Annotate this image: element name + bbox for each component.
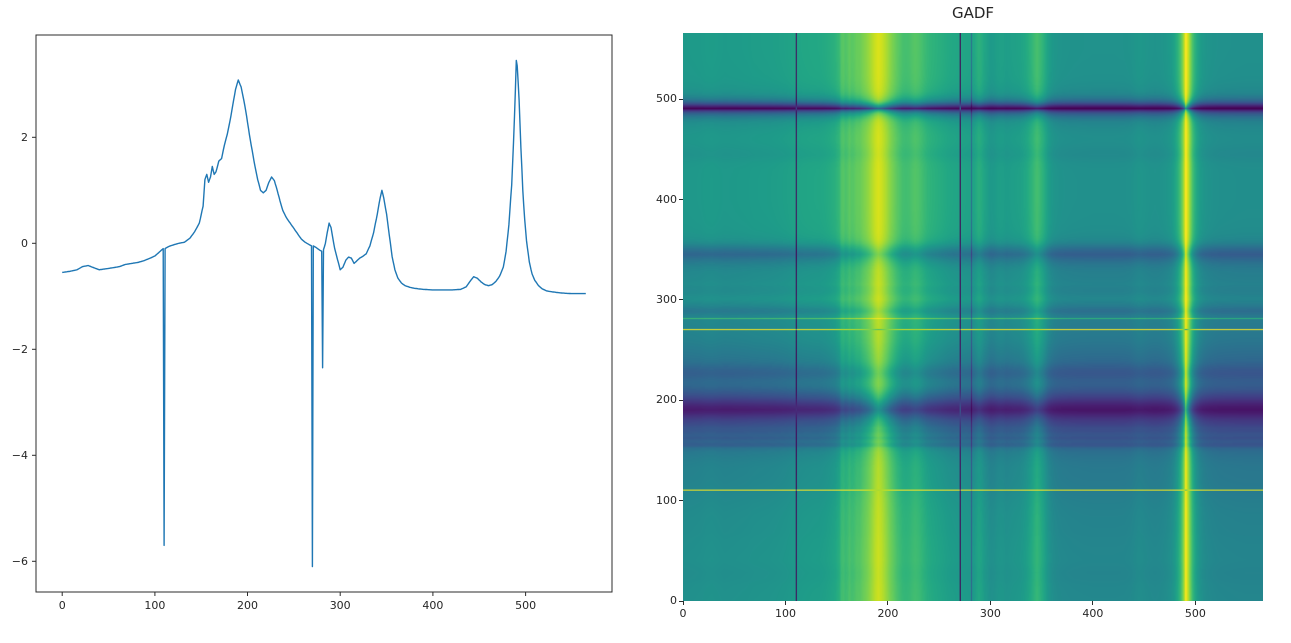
tick-label: 0 bbox=[679, 607, 687, 620]
tick-label: 300 bbox=[979, 607, 1001, 620]
svg-text:−4: −4 bbox=[12, 449, 28, 462]
tick-mark bbox=[1194, 601, 1196, 605]
svg-text:−2: −2 bbox=[12, 343, 28, 356]
tick-label: 300 bbox=[656, 292, 677, 306]
gadf-title: GADF bbox=[951, 4, 995, 22]
line-chart: 0 100 200 300 400 500 2 0 −2 −4 −6 bbox=[12, 34, 613, 612]
tick-mark bbox=[989, 601, 991, 605]
svg-text:0: 0 bbox=[59, 599, 66, 612]
line-plot-panel: 0 100 200 300 400 500 2 0 −2 −4 −6 bbox=[0, 0, 645, 643]
svg-text:500: 500 bbox=[515, 599, 536, 612]
tick-label: 500 bbox=[1184, 607, 1206, 620]
tick-label: 200 bbox=[877, 607, 899, 620]
tick-mark bbox=[887, 601, 889, 605]
tick-label: 100 bbox=[774, 607, 796, 620]
tick-label: 400 bbox=[656, 192, 677, 206]
tick-label: 100 bbox=[656, 493, 677, 507]
tick-mark bbox=[784, 601, 786, 605]
tick-mark bbox=[1092, 601, 1094, 605]
tick-label: 400 bbox=[1082, 607, 1104, 620]
svg-text:100: 100 bbox=[144, 599, 165, 612]
svg-text:300: 300 bbox=[330, 599, 351, 612]
svg-text:−6: −6 bbox=[12, 555, 28, 568]
tick-label: 200 bbox=[656, 393, 677, 407]
svg-text:2: 2 bbox=[21, 131, 28, 144]
gadf-heatmap bbox=[683, 33, 1263, 601]
tick-label: 500 bbox=[656, 92, 677, 106]
tick-mark bbox=[682, 601, 684, 605]
svg-text:200: 200 bbox=[237, 599, 258, 612]
gadf-panel: GADF 0 100 200 300 400 500 0 100 200 300 400 500 bbox=[645, 0, 1291, 643]
tick-label: 0 bbox=[670, 594, 677, 607]
svg-text:400: 400 bbox=[422, 599, 443, 612]
svg-text:0: 0 bbox=[21, 237, 28, 250]
